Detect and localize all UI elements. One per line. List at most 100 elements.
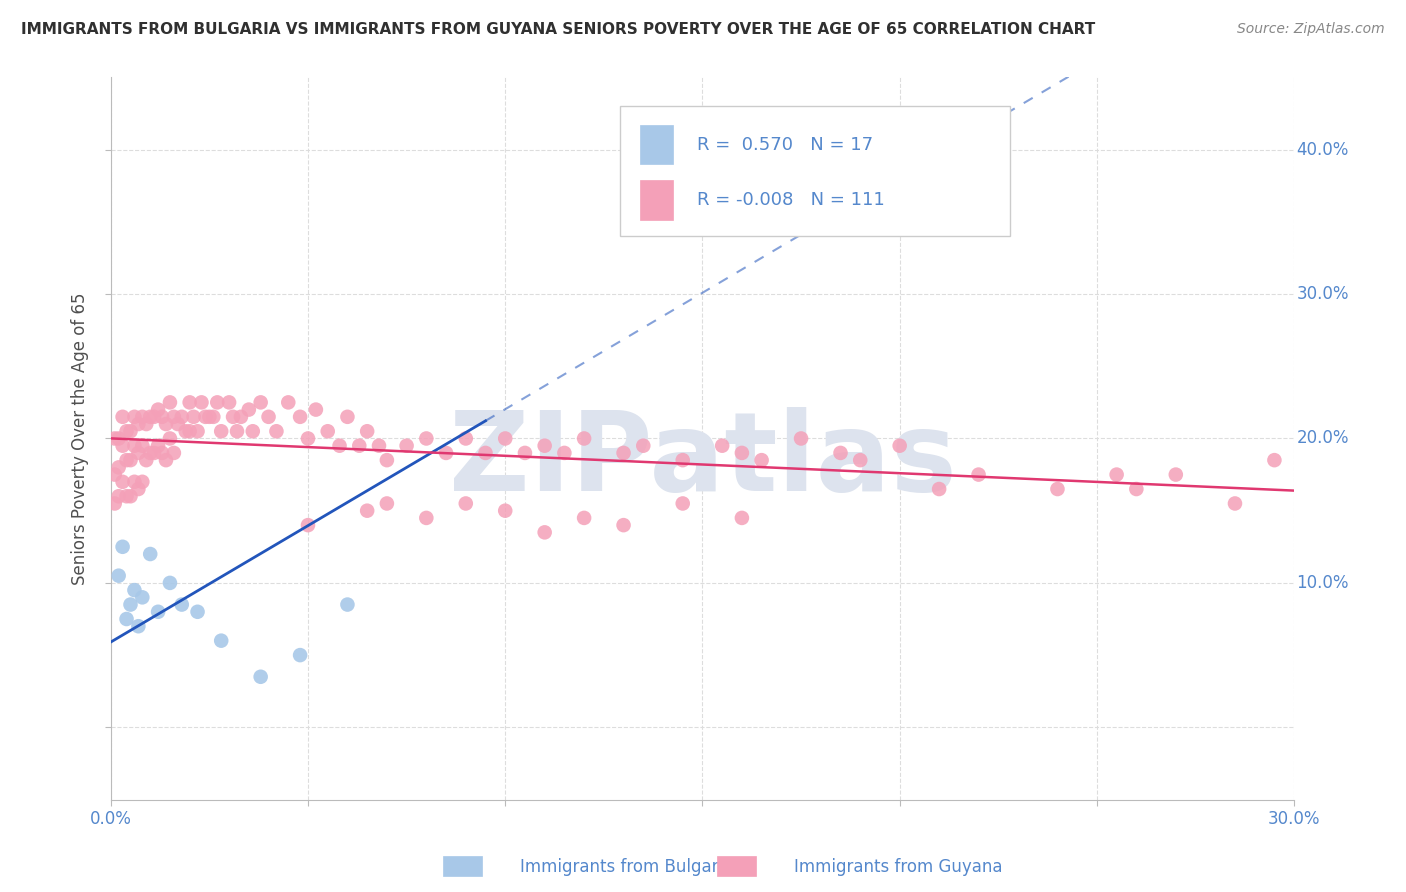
Point [305,402,328,417]
Point [107,460,129,475]
Point [633,439,655,453]
Point [288,648,311,662]
Point [159,395,181,409]
Point [731,511,754,525]
Point [454,432,477,446]
Point [127,482,149,496]
Point [127,417,149,431]
Point [120,598,142,612]
Point [155,417,177,431]
Text: Immigrants from Bulgaria: Immigrants from Bulgaria [520,858,734,876]
Point [139,409,162,424]
Point [297,432,319,446]
Point [672,496,695,510]
Point [155,453,177,467]
Point [120,489,142,503]
Point [553,446,575,460]
Point [297,518,319,533]
Point [150,446,173,460]
Point [415,511,437,525]
Text: IMMIGRANTS FROM BULGARIA VS IMMIGRANTS FROM GUYANA SENIORS POVERTY OVER THE AGE : IMMIGRANTS FROM BULGARIA VS IMMIGRANTS F… [21,22,1095,37]
Point [174,424,197,438]
Point [179,424,201,438]
Point [209,424,232,438]
Point [368,439,391,453]
Bar [640,125,673,164]
Point [143,446,166,460]
Point [329,439,352,453]
Point [194,409,217,424]
Point [277,395,299,409]
Point [209,633,232,648]
Point [187,605,209,619]
Point [207,395,229,409]
Point [613,518,636,533]
Point [115,489,138,503]
Text: Immigrants from Guyana: Immigrants from Guyana [794,858,1002,876]
Point [316,424,339,438]
Text: 10.0%: 10.0% [1296,574,1348,592]
Point [474,446,496,460]
Point [159,575,181,590]
Bar [640,180,673,220]
Point [967,467,990,482]
Point [790,432,813,446]
Point [187,424,209,438]
Point [198,409,221,424]
Point [124,583,146,598]
Point [127,619,149,633]
Point [146,605,169,619]
Point [257,409,280,424]
Point [1223,496,1246,510]
Point [226,424,249,438]
Point [336,409,359,424]
FancyBboxPatch shape [620,106,1010,236]
Point [107,432,129,446]
Point [139,547,162,561]
Point [120,424,142,438]
Point [179,395,201,409]
Point [572,432,595,446]
Point [434,446,457,460]
Point [107,489,129,503]
Point [107,568,129,582]
Point [202,409,225,424]
Point [395,439,418,453]
Point [115,453,138,467]
Point [810,120,832,135]
Point [120,453,142,467]
Text: R = -0.008   N = 111: R = -0.008 N = 111 [696,191,884,210]
Point [454,496,477,510]
Point [218,395,240,409]
Point [356,424,378,438]
Point [143,409,166,424]
Point [731,446,754,460]
Point [166,417,188,431]
Point [349,439,371,453]
Point [415,432,437,446]
Point [229,409,252,424]
Point [613,446,636,460]
Point [711,439,734,453]
Point [163,446,186,460]
Point [124,475,146,489]
Point [170,598,193,612]
Point [111,475,134,489]
Point [572,511,595,525]
Text: ZIPatlas: ZIPatlas [449,407,956,514]
Point [1164,467,1187,482]
Point [889,439,911,453]
Text: Source: ZipAtlas.com: Source: ZipAtlas.com [1237,22,1385,37]
Point [170,409,193,424]
Point [111,540,134,554]
Point [139,446,162,460]
Point [1125,482,1147,496]
Point [751,453,773,467]
Point [249,670,271,684]
Point [127,446,149,460]
Point [111,409,134,424]
Point [104,432,127,446]
Point [533,439,555,453]
Point [146,402,169,417]
Text: R =  0.570   N = 17: R = 0.570 N = 17 [696,136,873,153]
